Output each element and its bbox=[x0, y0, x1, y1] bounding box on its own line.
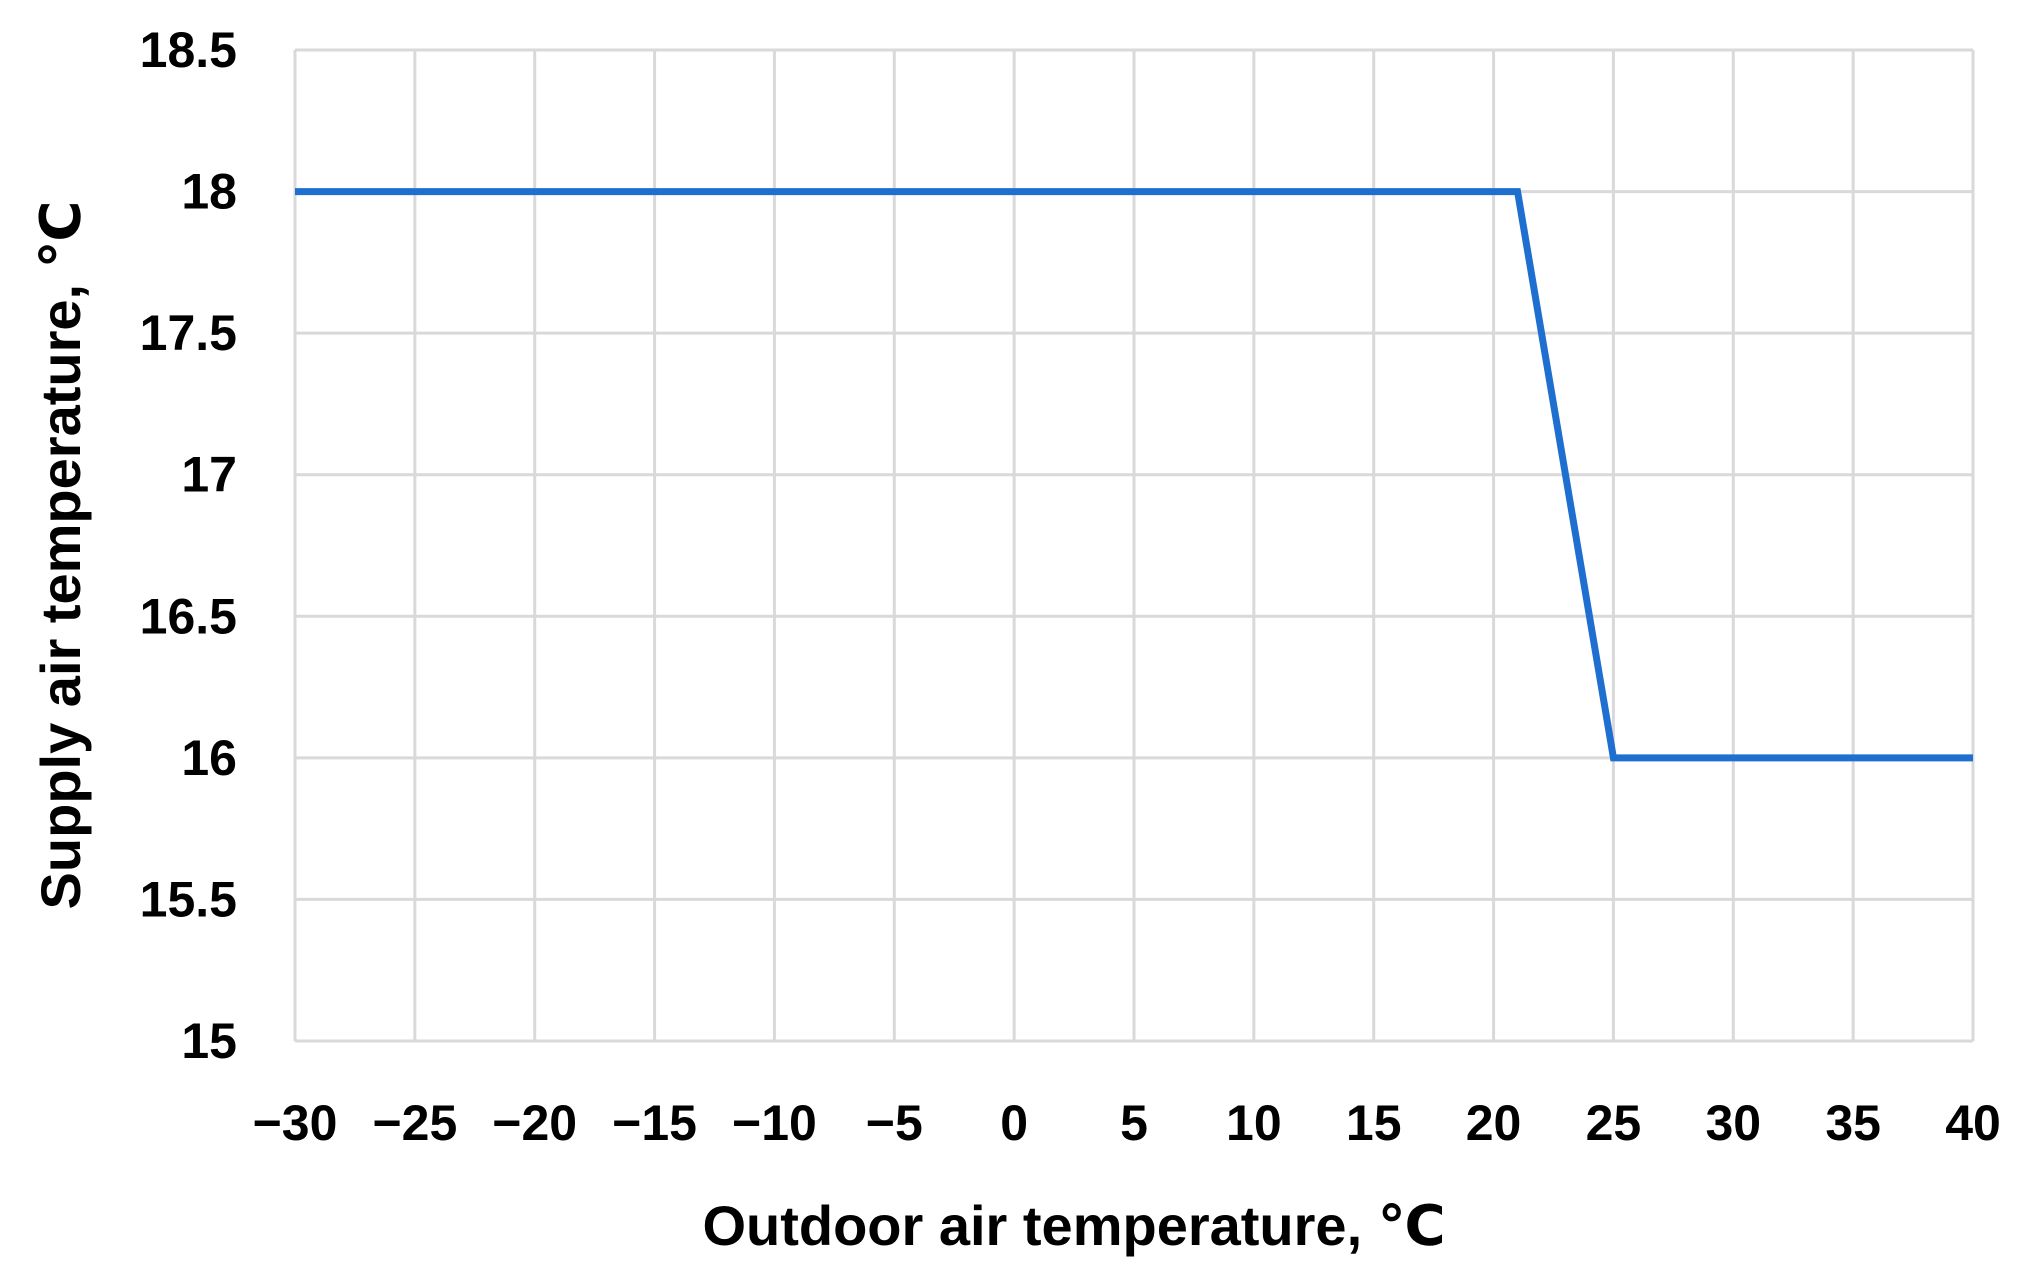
x-tick-label: 25 bbox=[1586, 1095, 1642, 1151]
x-axis-title: Outdoor air temperature, ℃ bbox=[702, 1194, 1445, 1257]
y-tick-label: 15.5 bbox=[140, 871, 237, 927]
y-tick-label: 18.5 bbox=[140, 22, 237, 78]
x-tick-label: 35 bbox=[1825, 1095, 1881, 1151]
y-tick-label: 15 bbox=[181, 1013, 237, 1069]
x-tick-label: 30 bbox=[1705, 1095, 1761, 1151]
x-tick-label: 5 bbox=[1120, 1095, 1148, 1151]
x-tick-label: 15 bbox=[1346, 1095, 1402, 1151]
y-tick-label: 18 bbox=[181, 164, 237, 220]
x-tick-label: −15 bbox=[612, 1095, 697, 1151]
y-tick-label: 17 bbox=[181, 447, 237, 503]
y-tick-label: 16.5 bbox=[140, 588, 237, 644]
y-axis-title: Supply air temperature, ℃ bbox=[29, 201, 92, 910]
grid bbox=[293, 48, 1975, 1043]
x-tick-label: −5 bbox=[866, 1095, 923, 1151]
y-tick-label: 17.5 bbox=[140, 305, 237, 361]
x-axis-ticks: −30 −25 −20 −15 −10 −5 0 5 10 15 20 25 30 35 40 bbox=[253, 1095, 2001, 1151]
x-tick-label: 40 bbox=[1945, 1095, 2001, 1151]
y-axis-ticks: 15 15.5 16 16.5 17 17.5 18 18.5 bbox=[140, 22, 237, 1069]
x-tick-label: −25 bbox=[372, 1095, 457, 1151]
x-tick-label: 20 bbox=[1466, 1095, 1522, 1151]
y-tick-label: 16 bbox=[181, 730, 237, 786]
x-tick-label: −20 bbox=[492, 1095, 577, 1151]
x-tick-label: 10 bbox=[1226, 1095, 1282, 1151]
series-layer bbox=[295, 188, 1973, 762]
x-tick-label: −30 bbox=[253, 1095, 338, 1151]
series-line bbox=[295, 188, 1973, 762]
x-tick-label: −10 bbox=[732, 1095, 817, 1151]
x-tick-label: 0 bbox=[1000, 1095, 1028, 1151]
